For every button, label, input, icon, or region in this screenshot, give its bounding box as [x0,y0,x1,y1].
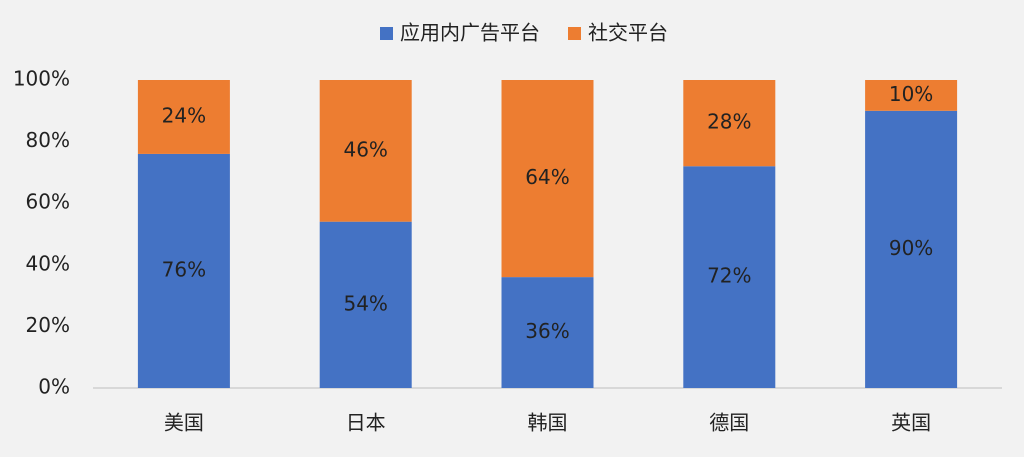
legend-swatch [568,27,581,40]
bar-segment [319,80,412,222]
data-label: 28% [707,110,751,134]
y-tick-label: 100% [13,67,70,91]
legend-label: 社交平台 [588,21,668,45]
data-label: 10% [889,82,933,106]
legend-label: 应用内广告平台 [400,21,540,45]
data-label: 36% [525,319,569,343]
data-label: 76% [162,257,206,281]
data-label: 24% [162,103,206,127]
bar-segment [683,80,776,167]
bar-segment [865,80,958,111]
y-tick-label: 60% [26,190,70,214]
data-label: 64% [525,165,569,189]
x-tick-label: 美国 [164,411,204,435]
bar-segment [683,166,776,388]
x-tick-label: 英国 [891,411,931,435]
data-label: 46% [343,137,387,161]
data-label: 72% [707,264,751,288]
bar-segment [319,221,412,388]
bar-segment [501,277,594,388]
y-tick-label: 0% [38,375,70,399]
bar-segment [865,110,958,389]
x-tick-label: 德国 [709,411,749,435]
data-label: 54% [343,291,387,315]
y-tick-label: 80% [26,128,70,152]
bar-segment [137,153,230,388]
bar-segment [501,80,594,278]
bar-segment [137,80,230,154]
y-tick-label: 20% [26,313,70,337]
data-label: 90% [889,236,933,260]
x-tick-label: 日本 [346,411,386,435]
legend-swatch [380,27,393,40]
y-tick-label: 40% [26,251,70,275]
x-tick-label: 韩国 [528,411,568,435]
